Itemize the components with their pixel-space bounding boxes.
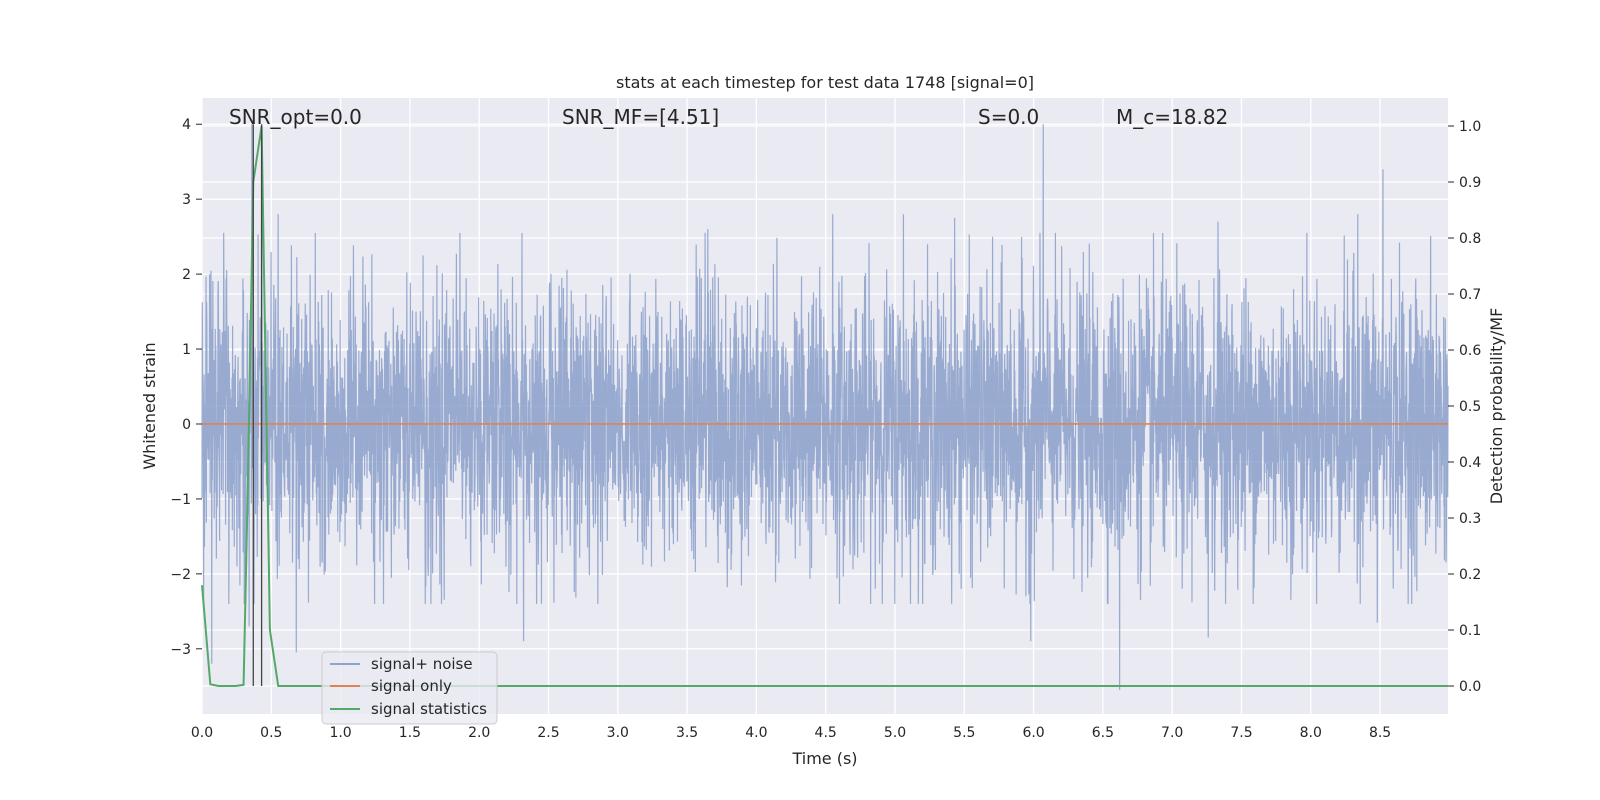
series-signal-noise — [201, 124, 1449, 691]
x-axis-ticks: 0.0 0.5 1.0 1.5 2.0 2.5 3.0 3.5 4.0 4.5 5.0 5.5 6.0 6… — [191, 725, 1391, 741]
y-right-tick-label-9: 0.9 — [1459, 175, 1481, 191]
x-tick-label-8: 4.0 — [745, 725, 767, 741]
x-axis-label: Time (s) — [791, 749, 857, 768]
y-right-tick-label-0: 0.0 — [1459, 679, 1481, 695]
y-left-tick-label-6: 3 — [182, 192, 191, 208]
signal-statistics-line — [201, 125, 1448, 687]
y-right-tick-label-5: 0.5 — [1459, 399, 1481, 415]
annotation-snr-opt: SNR_opt=0.0 — [229, 105, 362, 129]
chart-title: stats at each timestep for test data 174… — [616, 73, 1034, 92]
x-tick-label-16: 8.0 — [1300, 725, 1322, 741]
x-tick-label-7: 3.5 — [676, 725, 698, 741]
y-right-tick-label-10: 1.0 — [1459, 119, 1481, 135]
y-left-tick-label-7: 4 — [182, 117, 191, 133]
x-tick-label-3: 1.5 — [399, 725, 421, 741]
signal-noise-line — [201, 124, 1449, 691]
x-tick-label-5: 2.5 — [537, 725, 559, 741]
y-right-tick-label-6: 0.6 — [1459, 343, 1481, 359]
y-left-tick-label-1: −2 — [170, 567, 191, 583]
legend-label-signal-statistics: signal statistics — [371, 700, 487, 718]
y-left-tick-label-2: −1 — [170, 492, 191, 508]
x-tick-label-6: 3.0 — [607, 725, 629, 741]
x-tick-label-1: 0.5 — [260, 725, 282, 741]
legend-box — [321, 651, 498, 725]
annotation-snr-mf: SNR_MF=[4.51] — [562, 105, 719, 129]
y-right-axis-label: Detection probability/MF — [1487, 308, 1506, 505]
x-tick-label-12: 6.0 — [1022, 725, 1044, 741]
y-right-tick-label-8: 0.8 — [1459, 231, 1481, 247]
annotation-s: S=0.0 — [978, 105, 1039, 129]
y-right-tick-label-4: 0.4 — [1459, 455, 1481, 471]
x-tick-label-11: 5.5 — [953, 725, 975, 741]
legend-label-signal-noise: signal+ noise — [371, 655, 473, 673]
x-tick-label-2: 1.0 — [329, 725, 351, 741]
x-tick-label-15: 7.5 — [1230, 725, 1252, 741]
vertical-markers — [252, 124, 263, 686]
y-left-axis-ticks: −3 −2 −1 0 1 2 3 4 — [170, 117, 202, 658]
x-tick-label-10: 5.0 — [884, 725, 906, 741]
y-right-axis-ticks: 0.0 0.1 0.2 0.3 0.4 0.5 0.6 0.7 0.8 0.9 1.0 — [1448, 119, 1481, 695]
y-right-tick-label-3: 0.3 — [1459, 511, 1481, 527]
x-tick-label-9: 4.5 — [815, 725, 837, 741]
y-right-tick-label-7: 0.7 — [1459, 287, 1481, 303]
x-tick-label-13: 6.5 — [1092, 725, 1114, 741]
x-tick-label-4: 2.0 — [468, 725, 490, 741]
x-tick-label-0: 0.0 — [191, 725, 213, 741]
y-left-tick-label-5: 2 — [182, 267, 191, 283]
y-right-tick-label-1: 0.1 — [1459, 623, 1481, 639]
series-signal-statistics — [201, 125, 1448, 687]
legend: signal+ noise signal only signal statist… — [321, 651, 498, 725]
x-tick-label-17: 8.5 — [1369, 725, 1391, 741]
y-left-tick-label-4: 1 — [182, 342, 191, 358]
legend-label-signal-only: signal only — [371, 677, 452, 695]
y-left-tick-label-0: −3 — [170, 642, 191, 658]
annotation-mc: M_c=18.82 — [1116, 105, 1228, 129]
y-right-tick-label-2: 0.2 — [1459, 567, 1481, 583]
x-tick-label-14: 7.0 — [1161, 725, 1183, 741]
y-left-axis-label: Whitened strain — [140, 342, 159, 469]
y-left-tick-label-3: 0 — [182, 417, 191, 433]
